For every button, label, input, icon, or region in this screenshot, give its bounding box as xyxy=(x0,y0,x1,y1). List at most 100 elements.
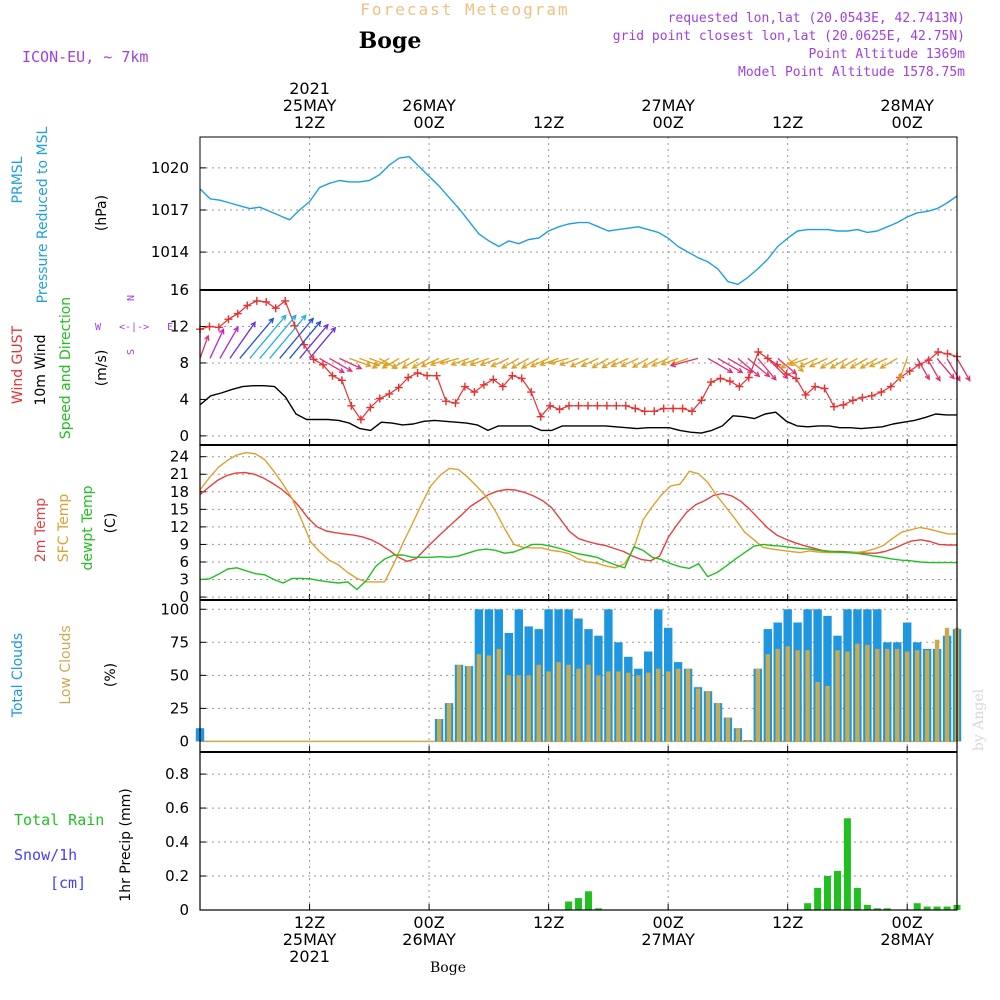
gust-marker xyxy=(536,412,545,421)
gust-marker xyxy=(498,382,507,391)
bottom-time-label: 2021 xyxy=(289,947,330,966)
wind-direction-arrow xyxy=(339,357,363,370)
gust-marker xyxy=(442,397,450,406)
wind-direction-arrow xyxy=(650,357,669,367)
gust-marker xyxy=(905,367,914,376)
temp-unit: (C) xyxy=(103,513,119,534)
low-clouds-bar xyxy=(636,675,641,742)
y-tick-label: 4 xyxy=(179,390,189,408)
rain-bar xyxy=(923,906,931,910)
y-tick-label: 15 xyxy=(170,500,189,518)
low-clouds-bar xyxy=(755,668,760,742)
wind-direction-arrow xyxy=(631,357,649,368)
wind-direction-arrow xyxy=(259,314,297,359)
top-time-label: 26MAY xyxy=(402,96,456,115)
gust-marker xyxy=(640,407,649,416)
low-clouds-bar xyxy=(715,703,721,742)
bottom-time-label: 26MAY xyxy=(402,930,456,949)
wind-direction-arrow xyxy=(757,357,777,381)
requested-coords: requested lon,lat (20.0543E, 42.7413N) xyxy=(668,11,965,26)
wind-direction-arrow xyxy=(249,314,287,359)
wind-direction-arrow xyxy=(707,357,734,374)
low-clouds-bar xyxy=(506,675,511,742)
gust-marker xyxy=(659,404,668,413)
wind-direction-arrow xyxy=(548,357,569,366)
speeddir-label: Speed and Direction xyxy=(58,297,74,439)
low-clouds-bar xyxy=(725,717,731,742)
gust-marker xyxy=(593,401,602,410)
gust-marker xyxy=(744,373,753,382)
wind-direction-arrow xyxy=(429,357,450,367)
top-time-label: 12Z xyxy=(772,113,803,132)
low-clouds-bar xyxy=(745,740,750,742)
gust-marker xyxy=(877,388,886,397)
y-tick-label: 0 xyxy=(179,427,189,445)
low-clouds-bar xyxy=(436,719,442,742)
gust-marker xyxy=(328,371,337,380)
y-tick-label: 21 xyxy=(170,465,189,483)
rain-bar xyxy=(824,876,831,910)
total-clouds-bar xyxy=(823,615,832,742)
low-clouds-bar xyxy=(446,703,452,742)
gust-marker xyxy=(886,382,895,391)
gust-marker xyxy=(716,374,725,383)
pressure-line xyxy=(199,155,958,286)
gust-marker xyxy=(707,378,715,387)
low-clouds-bar xyxy=(526,675,531,742)
compass-arrows: <-|-> xyxy=(119,322,149,333)
top-time-label: 2021 xyxy=(289,79,330,98)
top-time-label: 12Z xyxy=(294,113,325,132)
gust-marker xyxy=(517,374,526,383)
top-time-label: 00Z xyxy=(413,113,444,132)
wind-direction-arrow xyxy=(199,334,210,359)
wind-direction-arrow xyxy=(269,314,307,359)
gust-marker xyxy=(347,401,356,410)
gust-marker xyxy=(319,360,327,369)
panel-frame xyxy=(199,136,958,291)
low-clouds-bar xyxy=(934,639,940,742)
gust-marker xyxy=(546,401,555,410)
wind-direction-arrow xyxy=(580,357,599,367)
wind-direction-arrow xyxy=(391,357,410,369)
top-time-label: 28MAY xyxy=(880,96,934,115)
y-tick-label: 6 xyxy=(179,553,189,571)
wind-direction-arrow xyxy=(660,357,679,366)
low-clouds-bar xyxy=(486,655,492,742)
wind-direction-arrow xyxy=(520,357,540,369)
y-tick-label: 50 xyxy=(170,666,189,684)
model-label: ICON-EU, ~ 7km xyxy=(22,48,148,66)
wind10-label: 10m Wind xyxy=(33,334,49,405)
gust-marker xyxy=(867,391,876,400)
point-altitude: Point Altitude 1369m xyxy=(808,47,965,62)
wind-direction-arrow xyxy=(936,357,955,380)
pressure-unit: (hPa) xyxy=(94,195,110,231)
chart-subtitle: Forecast Meteogram xyxy=(360,0,569,19)
gust-marker xyxy=(839,400,848,409)
gust-marker xyxy=(337,376,346,385)
low-clouds-bar xyxy=(815,681,820,742)
rain-bar xyxy=(863,904,871,910)
wind-direction-arrow xyxy=(309,326,337,359)
low-clouds-bar xyxy=(616,671,621,742)
wind-direction-arrow xyxy=(747,357,771,378)
wind-direction-arrow xyxy=(868,357,888,368)
low-clouds-bar xyxy=(685,668,691,742)
rain-bar xyxy=(873,908,881,910)
low-clouds-bar xyxy=(915,650,920,742)
bottom-time-label: 27MAY xyxy=(641,930,695,949)
wind-direction-arrow xyxy=(779,357,798,369)
wind-direction-arrow xyxy=(559,357,579,367)
wind-direction-arrow xyxy=(450,357,470,366)
gust-marker xyxy=(233,309,242,318)
low-clouds-bar xyxy=(885,648,890,742)
low-clouds-bar xyxy=(516,675,521,742)
gust-marker xyxy=(848,396,857,405)
gust-marker xyxy=(735,382,744,391)
low-clouds-bar xyxy=(735,728,741,742)
total-clouds-bar xyxy=(813,609,822,742)
wind-direction-arrow xyxy=(411,357,430,369)
wind-direction-arrow xyxy=(219,325,239,359)
y-tick-label: 9 xyxy=(179,535,189,553)
gust-marker xyxy=(508,371,517,380)
low-clouds-bar xyxy=(855,643,860,742)
